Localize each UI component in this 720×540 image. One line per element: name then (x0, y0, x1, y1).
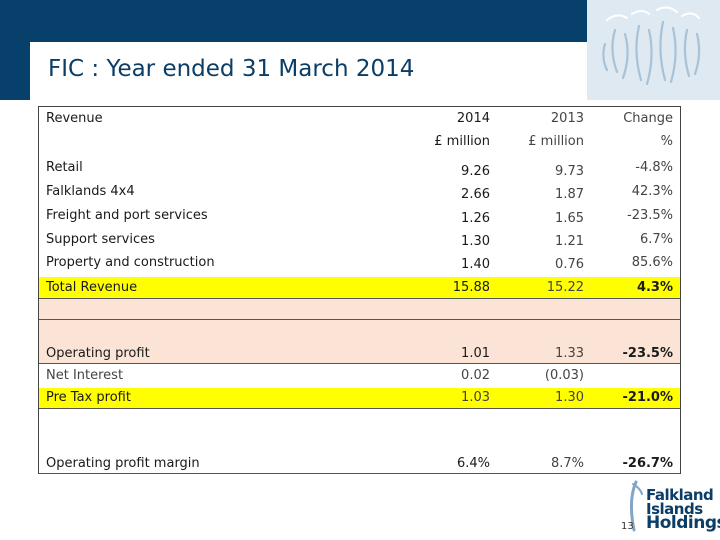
divider (39, 408, 680, 409)
logo-text-falkland: Falkland (646, 486, 714, 504)
row-label-operating-profit: Operating profit (46, 346, 150, 361)
operating-margin-2014: 6.4% (456, 456, 490, 471)
operating-profit-band (39, 320, 680, 363)
retail-change: -4.8% (635, 160, 673, 175)
operating-profit-change: -23.5% (622, 346, 674, 361)
pre-tax-profit-change: -21.0% (622, 390, 674, 405)
penguins-illustration (587, 0, 720, 100)
row-label-pre-tax-profit: Pre Tax profit (46, 390, 131, 405)
spacer-band (39, 299, 680, 319)
slide-title: FIC : Year ended 31 March 2014 (48, 56, 415, 82)
divider (39, 473, 680, 474)
operating-profit-2014: 1.01 (461, 346, 490, 361)
falklands-4x4-2014: 2.66 (461, 187, 490, 202)
freight-2014: 1.26 (461, 211, 490, 226)
total-revenue-highlight (39, 277, 680, 298)
row-label-retail: Retail (46, 160, 83, 175)
divider (39, 298, 680, 299)
row-label-total-revenue: Total Revenue (46, 280, 138, 295)
freight-2013: 1.65 (555, 211, 584, 226)
slide-header: FIC : Year ended 31 March 2014 (0, 0, 720, 100)
total-revenue-change: 4.3% (636, 280, 673, 295)
property-change: 85.6% (631, 255, 673, 270)
pre-tax-profit-2013: 1.30 (555, 390, 584, 405)
row-label-freight: Freight and port services (46, 208, 208, 223)
net-interest-2014: 0.02 (461, 368, 490, 383)
col-header-2014-unit: £ million (434, 134, 490, 149)
financial-summary-table: Revenue 2014 £ million 2013 £ million Ch… (38, 106, 681, 474)
support-change: 6.7% (639, 232, 673, 247)
operating-profit-2013: 1.33 (555, 346, 584, 361)
retail-2014: 9.26 (461, 164, 490, 179)
divider (39, 319, 680, 320)
property-2014: 1.40 (461, 257, 490, 272)
row-label-support: Support services (46, 232, 155, 247)
logo-text-islands: Islands (646, 500, 703, 518)
row-label-property: Property and construction (46, 255, 215, 270)
support-2014: 1.30 (461, 234, 490, 249)
company-logo: Falkland Islands Holdings (622, 480, 720, 536)
title-box: FIC : Year ended 31 March 2014 (30, 42, 587, 100)
col-header-change: Change (623, 111, 673, 126)
net-interest-2013: (0.03) (544, 368, 584, 383)
total-revenue-2013: 15.22 (546, 280, 584, 295)
falklands-4x4-2013: 1.87 (555, 187, 584, 202)
retail-2013: 9.73 (555, 164, 584, 179)
row-label-falklands-4x4: Falklands 4x4 (46, 184, 135, 199)
support-2013: 1.21 (555, 234, 584, 249)
freight-change: -23.5% (627, 208, 673, 223)
row-label-operating-margin: Operating profit margin (46, 456, 200, 471)
col-header-change-unit: % (660, 134, 673, 149)
page-number: 13 (621, 521, 634, 532)
property-2013: 0.76 (555, 257, 584, 272)
pre-tax-highlight (39, 388, 680, 408)
col-header-2013-unit: £ million (528, 134, 584, 149)
section-label-revenue: Revenue (46, 111, 103, 126)
operating-margin-2013: 8.7% (550, 456, 584, 471)
operating-margin-change: -26.7% (622, 456, 674, 471)
falklands-4x4-change: 42.3% (631, 184, 673, 199)
divider (39, 363, 680, 364)
logo-text-holdings: Holdings (646, 513, 720, 533)
pre-tax-profit-2014: 1.03 (461, 390, 490, 405)
col-header-2014: 2014 (456, 111, 490, 126)
col-header-2013: 2013 (550, 111, 584, 126)
row-label-net-interest: Net Interest (46, 368, 124, 383)
total-revenue-2014: 15.88 (452, 280, 490, 295)
